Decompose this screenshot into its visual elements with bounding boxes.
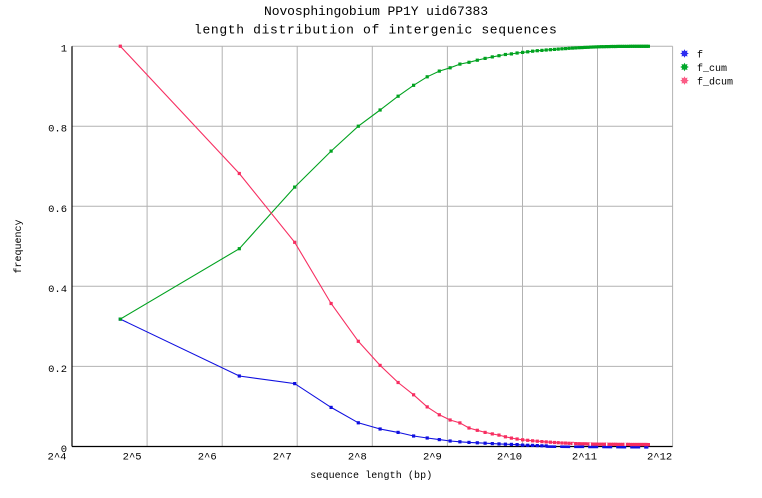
svg-text:2^6: 2^6: [198, 451, 217, 463]
svg-text:2^9: 2^9: [423, 451, 442, 463]
svg-text:2^11: 2^11: [572, 451, 597, 463]
svg-text:2^8: 2^8: [348, 451, 367, 463]
svg-text:f: f: [697, 49, 703, 61]
svg-text:2^5: 2^5: [123, 451, 142, 463]
svg-text:length distribution of interge: length distribution of intergenic sequen…: [194, 23, 557, 38]
svg-text:frequency: frequency: [13, 219, 25, 273]
svg-text:2^7: 2^7: [273, 451, 292, 463]
svg-text:0.6: 0.6: [48, 204, 67, 216]
svg-text:2^4: 2^4: [48, 451, 67, 463]
svg-text:0.2: 0.2: [48, 364, 67, 376]
svg-text:2^10: 2^10: [497, 451, 522, 463]
svg-text:0: 0: [61, 444, 67, 456]
svg-text:1: 1: [61, 44, 67, 56]
svg-text:0.4: 0.4: [48, 284, 67, 296]
svg-text:Novosphingobium PP1Y uid67383: Novosphingobium PP1Y uid67383: [264, 4, 488, 19]
svg-text:sequence length (bp): sequence length (bp): [310, 470, 432, 482]
svg-text:f_dcum: f_dcum: [697, 76, 733, 88]
svg-text:2^12: 2^12: [647, 451, 672, 463]
svg-text:0.8: 0.8: [48, 124, 67, 136]
svg-text:f_cum: f_cum: [697, 63, 727, 75]
